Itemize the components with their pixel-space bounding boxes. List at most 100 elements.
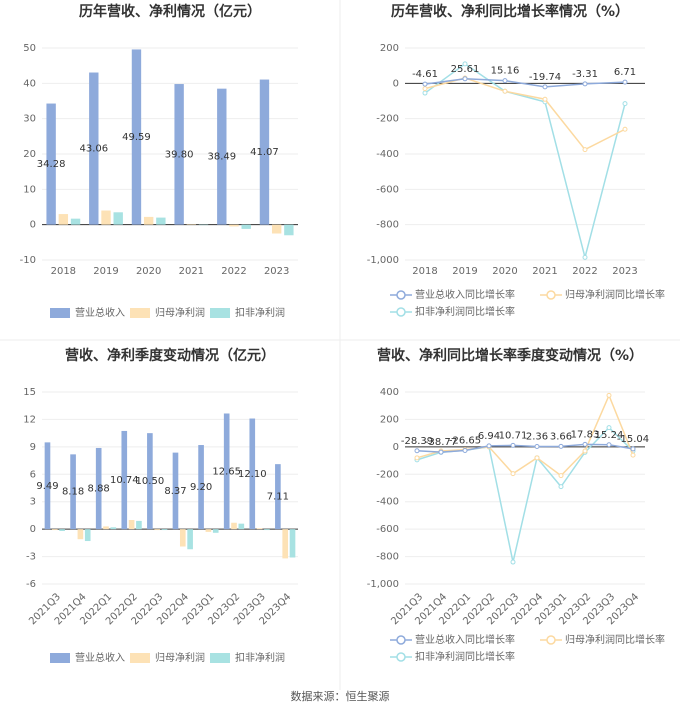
y-tick-label: 6: [30, 469, 36, 480]
source-note: 数据来源：恒生聚源: [291, 689, 390, 703]
bar: [58, 214, 69, 225]
y-tick-label: 0: [30, 524, 36, 535]
point: [582, 448, 588, 454]
y-tick-label: 30: [23, 114, 36, 125]
legend-swatch: [546, 635, 556, 645]
line: [416, 393, 634, 477]
bar: [256, 528, 263, 530]
legend-swatch: [210, 308, 230, 318]
point: [502, 78, 508, 84]
x-tick-label: 2022: [221, 266, 246, 277]
bar: [70, 218, 81, 225]
y-tick-label: -1,000: [367, 255, 399, 266]
legend-label: 营业总收入同比增长率: [415, 633, 515, 646]
point: [542, 96, 548, 102]
chart-title: 营收、净利季度变动情况（亿元）: [65, 347, 275, 364]
chart-title: 历年营收、净利同比增长率情况（%）: [391, 3, 629, 20]
x-tick-label: 2021: [532, 266, 557, 277]
bar: [259, 79, 270, 225]
value-label: 2.36: [526, 432, 548, 443]
bar: [131, 49, 142, 225]
value-label: -19.74: [529, 72, 561, 83]
legend-label: 扣非净利润同比增长率: [415, 305, 515, 318]
point: [438, 449, 444, 455]
legend-label: 归母净利润: [155, 651, 205, 664]
y-tick-label: 12: [23, 414, 36, 425]
value-label: 39.80: [165, 149, 194, 160]
bar: [271, 224, 282, 234]
y-tick-label: -1,000: [367, 579, 399, 590]
legend-swatch: [130, 653, 150, 663]
value-label: 7.11: [267, 492, 289, 503]
point: [622, 126, 628, 132]
legend-label: 归母净利润同比增长率: [565, 288, 665, 301]
y-tick-label: 0: [30, 220, 36, 231]
bar: [156, 217, 166, 225]
y-tick-label: -3: [26, 552, 36, 563]
bar: [264, 529, 270, 531]
legend-label: 扣非净利润: [235, 306, 285, 319]
point: [462, 448, 468, 454]
x-tick-label: 2023: [264, 266, 289, 277]
point: [462, 61, 468, 67]
y-tick-label: -200: [376, 114, 399, 125]
y-tick-label: 9: [30, 442, 36, 453]
y-tick-label: 0: [393, 442, 399, 453]
bar: [77, 529, 84, 540]
x-tick-label: 2018: [412, 266, 437, 277]
value-label: 49.59: [122, 132, 151, 143]
legend-label: 营业总收入: [75, 651, 125, 664]
y-tick-label: -600: [376, 184, 399, 195]
bar: [229, 224, 239, 227]
legend-label: 营业总收入同比增长率: [415, 288, 515, 301]
bar: [154, 529, 161, 531]
x-tick-label: 2022: [572, 266, 597, 277]
point: [462, 76, 468, 82]
value-label: 9.49: [36, 481, 58, 492]
point: [510, 442, 516, 448]
bar: [186, 224, 197, 225]
point: [558, 473, 564, 479]
legend-swatch: [130, 308, 150, 318]
value-label: 6.71: [614, 67, 636, 78]
bar: [95, 447, 102, 530]
value-label: 12.10: [238, 469, 267, 480]
bar: [128, 520, 135, 530]
value-label: 15.24: [595, 430, 624, 441]
value-label: 10.71: [499, 430, 528, 441]
bar: [44, 442, 51, 530]
value-label: -28.39: [401, 436, 433, 447]
bar: [284, 224, 294, 236]
y-tick-label: 10: [23, 184, 36, 195]
y-tick-label: 15: [23, 387, 36, 398]
bar: [113, 212, 123, 225]
bar: [205, 529, 212, 532]
value-label: 3.66: [550, 431, 572, 442]
bar: [212, 529, 219, 533]
value-label: -38.77: [425, 437, 457, 448]
value-label: 38.49: [207, 152, 236, 163]
bar: [231, 522, 237, 530]
point: [422, 90, 428, 96]
bar: [121, 430, 128, 530]
legend-swatch: [396, 307, 406, 317]
point: [622, 79, 628, 85]
bar: [172, 452, 179, 530]
value-label: 12.65: [212, 466, 241, 477]
bar: [101, 210, 111, 225]
value-label: 8.18: [62, 487, 84, 498]
point: [510, 471, 516, 477]
y-tick-label: -400: [376, 497, 399, 508]
bar: [147, 433, 153, 530]
x-tick-label: 2020: [136, 266, 161, 277]
bar: [282, 529, 289, 559]
point: [582, 441, 588, 447]
y-tick-label: -10: [20, 255, 36, 266]
point: [510, 559, 516, 565]
legend-swatch: [50, 653, 70, 663]
value-label: 8.37: [164, 486, 186, 497]
value-label: 34.28: [37, 159, 66, 170]
x-tick-label: 2020: [492, 266, 517, 277]
y-tick-label: 3: [30, 497, 36, 508]
